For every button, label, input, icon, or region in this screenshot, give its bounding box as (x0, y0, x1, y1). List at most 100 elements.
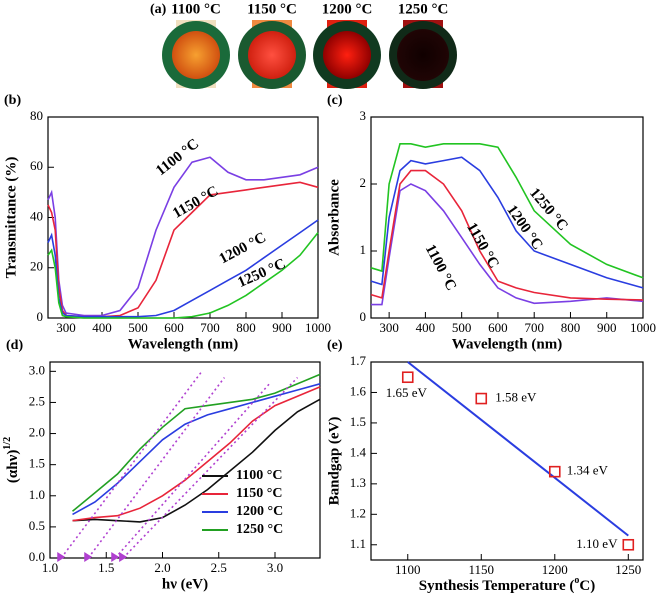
photo (323, 31, 371, 79)
series-line (47, 232, 319, 319)
series-label: 1150 °C (463, 220, 502, 271)
photo-caption: 1250 °C (398, 1, 449, 17)
series-line (370, 143, 644, 279)
photo-caption: 1150 °C (247, 1, 297, 17)
y-tick-label: 60 (30, 158, 43, 173)
y-tick-label: 2.0 (29, 425, 45, 440)
series-line (72, 398, 321, 523)
series-label: 1250 °C (235, 256, 288, 291)
legend-label: 1150 °C (236, 486, 282, 501)
x-tick-label: 700 (524, 320, 544, 335)
point (622, 538, 635, 551)
x-tick-label: 500 (128, 320, 148, 335)
value-label: 1.10 eV (576, 536, 618, 551)
y-tick-label: 1.1 (350, 536, 366, 551)
axis-label: (αhν)1/2 (2, 437, 21, 483)
y-tick-label: 3 (360, 108, 367, 123)
series-line (47, 219, 319, 318)
axis-label-text: C) (579, 578, 595, 594)
y-tick-label: 3.0 (29, 362, 45, 377)
x-tick-label: 300 (379, 320, 399, 335)
panel-label: (a) (150, 2, 167, 17)
x-tick-label: 2.5 (211, 560, 227, 575)
y-tick-label: 1 (360, 242, 367, 257)
x-tick-label: 400 (92, 320, 112, 335)
x-tick-label: 1200 (542, 562, 568, 577)
axis-label: Bandgap (eV) (326, 417, 342, 506)
photo (248, 31, 296, 79)
fit-line (60, 370, 203, 559)
x-tick-label: 900 (597, 320, 617, 335)
y-tick-label: 0 (37, 309, 44, 324)
series-line (47, 181, 319, 318)
intercept-arrow (57, 552, 66, 562)
axis-label-sup: o (574, 575, 579, 586)
panel-label: (c) (327, 93, 343, 108)
y-tick-label: 0 (360, 309, 367, 324)
y-tick-label: 1.6 (350, 383, 367, 398)
x-tick-label: 1100 (395, 562, 421, 577)
x-tick-label: 400 (416, 320, 436, 335)
legend-label: 1200 °C (236, 504, 283, 519)
y-tick-label: 1.7 (350, 353, 367, 368)
point (475, 392, 488, 405)
x-tick-label: 700 (200, 320, 220, 335)
y-tick-label: 20 (30, 259, 43, 274)
photo (172, 31, 220, 79)
y-tick-label: 2 (360, 175, 367, 190)
y-tick-label: 0.0 (29, 549, 45, 564)
series-label: 1200 °C (217, 230, 269, 268)
series-line (72, 383, 321, 516)
y-tick-label: 1.0 (29, 487, 45, 502)
series-line (370, 169, 644, 301)
x-tick-label: 1000 (305, 320, 331, 335)
photo-caption: 1200 °C (322, 1, 373, 17)
photo-caption: 1100 °C (171, 1, 221, 17)
point (401, 371, 414, 384)
plot-frame (49, 361, 321, 559)
x-tick-label: 600 (488, 320, 508, 335)
x-tick-label: 900 (272, 320, 292, 335)
axis-label-sup: 1/2 (2, 437, 13, 450)
panel-label: (d) (6, 338, 23, 353)
x-tick-label: 3.0 (267, 560, 283, 575)
plot-frame (370, 361, 644, 561)
series-label: 1100 °C (422, 242, 459, 293)
series-line (47, 156, 319, 317)
plot-frame (370, 116, 644, 319)
photo (397, 29, 449, 81)
x-tick-label: 800 (561, 320, 581, 335)
axis-label-text: Synthesis Temperature ( (419, 578, 575, 594)
x-tick-label: 300 (56, 320, 76, 335)
intercept-arrow (119, 552, 128, 562)
x-tick-label: 800 (236, 320, 256, 335)
axis-label: Absorbance (326, 179, 342, 256)
photos (162, 20, 457, 89)
intercept-arrow (111, 552, 120, 562)
x-tick-label: 1250 (615, 562, 641, 577)
series-line (371, 183, 644, 306)
series-label: 1150 °C (170, 183, 221, 222)
x-tick-label: 1150 (469, 562, 495, 577)
axis-label-text: (αhν) (5, 450, 21, 483)
y-tick-label: 2.5 (29, 393, 45, 408)
y-tick-label: 40 (30, 208, 43, 223)
value-label: 1.34 eV (567, 463, 609, 478)
x-tick-label: 1000 (630, 320, 656, 335)
y-tick-label: 1.5 (29, 456, 45, 471)
y-tick-label: 1.2 (350, 505, 366, 520)
fit-line (407, 361, 629, 537)
axis-label: Wavelength (nm) (128, 336, 238, 352)
series-line (71, 373, 321, 512)
axis-label: Synthesis Temperature (oC) (419, 575, 595, 594)
axis-label: Transmittance (%) (3, 157, 19, 279)
x-tick-label: 2.0 (154, 560, 170, 575)
axis-label: hν (eV) (162, 576, 208, 592)
panel-label: (e) (327, 338, 343, 353)
y-tick-label: 1.5 (350, 414, 366, 429)
y-tick-label: 1.3 (350, 475, 366, 490)
fit-line (114, 383, 270, 559)
x-tick-label: 1.5 (98, 560, 114, 575)
legend-label: 1250 °C (236, 522, 283, 537)
